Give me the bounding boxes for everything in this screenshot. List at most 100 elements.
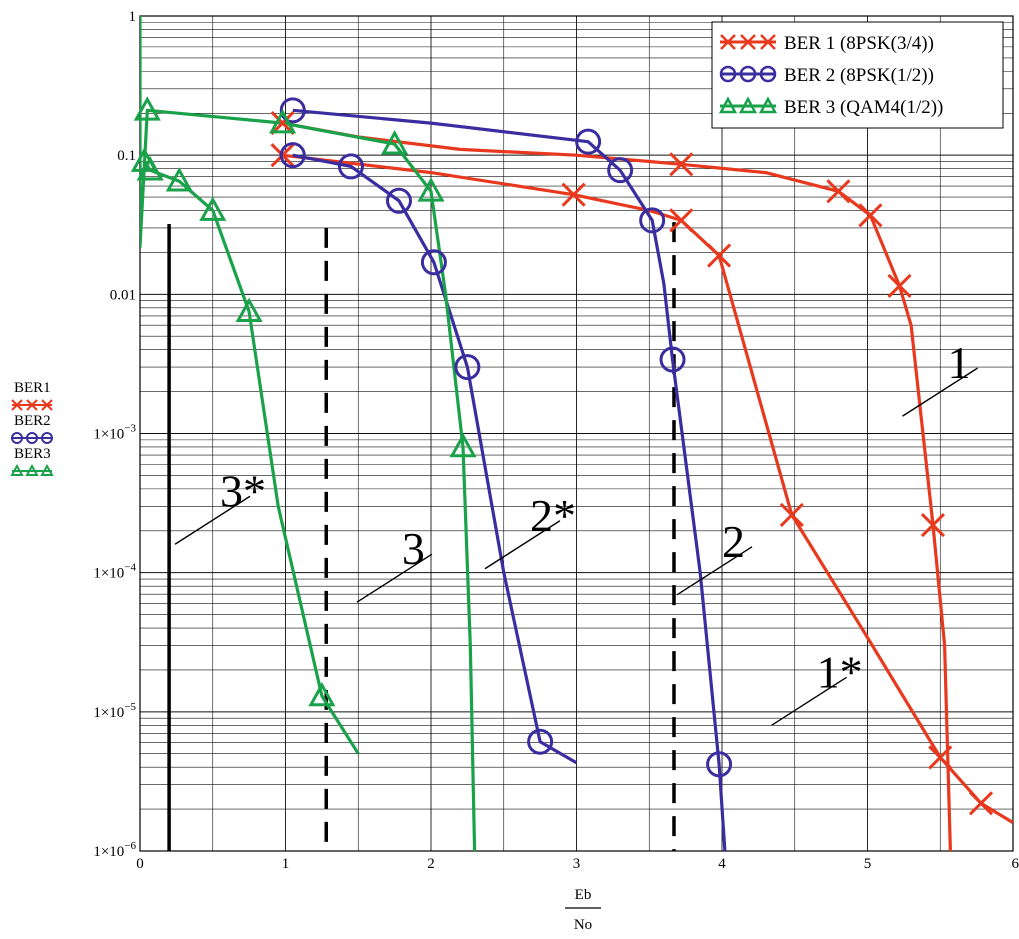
marker-stroke <box>858 203 883 228</box>
curve-label-leader <box>676 546 753 596</box>
reference-lines <box>167 222 676 851</box>
data-point-marker <box>779 502 804 527</box>
marker-stroke <box>920 512 946 538</box>
legend-marker <box>738 96 758 114</box>
data-point-marker <box>706 751 733 778</box>
marker-stroke <box>779 502 804 527</box>
x-tick-label: 2 <box>427 856 435 872</box>
data-point-marker <box>235 297 263 323</box>
side-legend-marker <box>26 432 38 444</box>
data-point-marker <box>920 512 946 538</box>
x-tick-label: 0 <box>136 856 144 872</box>
data-point-marker <box>417 177 445 202</box>
curve-label: 2 <box>722 516 745 567</box>
series-line-6 <box>143 160 360 755</box>
marker-stroke <box>707 243 732 268</box>
data-point-marker <box>381 130 409 155</box>
series-line-4 <box>292 153 578 765</box>
curve-label-leader <box>771 676 847 726</box>
curve-label: 2* <box>530 490 576 541</box>
legend-marker <box>760 34 776 50</box>
side-legend-marker <box>25 463 39 476</box>
data-point-marker <box>659 346 686 373</box>
legend-marker <box>740 34 756 50</box>
data-point-marker <box>527 728 554 755</box>
legend: BER 1 (8PSK(3/4)) BER 2 (8PSK(1/2)) BER 3 … <box>711 21 1004 129</box>
curve-label-leader <box>174 495 251 545</box>
legend-marker <box>720 34 736 50</box>
side-legend-marker <box>11 432 23 444</box>
curve-label: 3* <box>220 465 266 516</box>
side-legend-marker <box>40 463 54 476</box>
x-tick-label: 1 <box>282 856 290 872</box>
marker-stroke <box>928 745 953 770</box>
data-point-marker <box>165 167 193 192</box>
data-point-marker <box>385 187 412 214</box>
x-axis-label: Eb No <box>565 887 601 933</box>
curve-label-leader <box>902 367 978 417</box>
marker-stroke <box>561 182 586 207</box>
data-point-marker <box>420 249 447 276</box>
y-tick-label: 1×10−4 <box>93 562 136 582</box>
legend-marker <box>719 65 737 83</box>
marker-stroke <box>968 791 994 816</box>
side-legend-label: BER2 <box>14 413 51 429</box>
legend-label: BER 2 (8PSK(1/2)) <box>784 65 934 86</box>
curve-annotations: 1 1* 2 2* 3 3* <box>174 337 978 726</box>
y-tick-label: 0.1 <box>117 148 136 164</box>
data-point-marker <box>607 157 634 184</box>
data-point-marker <box>575 128 602 155</box>
data-point-marker <box>279 142 306 169</box>
data-point-marker <box>561 182 586 207</box>
data-point-marker <box>199 196 227 221</box>
legend-marker <box>718 96 738 114</box>
side-legend-marker <box>26 399 38 411</box>
side-legend-marker <box>10 463 24 476</box>
curve-label: 3 <box>402 523 425 574</box>
x-axis-label-top: Eb <box>575 887 592 903</box>
y-tick-label: 1×10−3 <box>93 423 136 443</box>
curve-label-leader <box>484 520 561 570</box>
curve-label: 1 <box>948 337 971 388</box>
legend-marker <box>758 96 778 114</box>
y-tick-label: 1 <box>129 9 137 25</box>
side-legend-marker <box>41 432 53 444</box>
data-point-marker <box>669 208 694 233</box>
marker-stroke <box>669 208 694 233</box>
series-line-3 <box>292 108 727 851</box>
marker-stroke <box>887 273 912 298</box>
marker-stroke <box>669 152 694 177</box>
data-point-marker <box>136 156 164 181</box>
x-tick-label: 6 <box>1012 856 1019 872</box>
curve-label-leader <box>356 553 433 603</box>
data-point-marker <box>133 96 161 121</box>
data-point-marker <box>968 791 994 816</box>
legend-marker <box>759 65 777 83</box>
x-tick-label: 3 <box>573 856 581 872</box>
legend-label: BER 3 (QAM4(1/2)) <box>784 97 943 118</box>
plot-frame <box>139 15 1014 852</box>
x-tick-label: 4 <box>718 856 726 872</box>
data-point-marker <box>449 432 477 458</box>
y-tick-label: 1×10−6 <box>93 840 136 860</box>
side-legend-label: BER3 <box>14 446 51 462</box>
legend-marker <box>739 65 757 83</box>
side-legend: BER1 BER2 BER3 <box>10 380 54 476</box>
data-point-marker <box>858 203 883 228</box>
data-point-marker <box>308 681 336 707</box>
curve-label: 1* <box>817 646 863 697</box>
legend-label: BER 1 (8PSK(3/4)) <box>784 33 934 54</box>
data-point-marker <box>826 179 851 204</box>
y-tick-label: 0.01 <box>110 287 136 303</box>
data-point-marker <box>639 207 666 234</box>
data-point-marker <box>269 109 297 134</box>
x-axis-label-bottom: No <box>574 917 592 933</box>
data-point-marker <box>669 152 694 177</box>
marker-stroke <box>826 179 851 204</box>
side-legend-label: BER1 <box>14 380 51 396</box>
data-point-marker <box>279 97 306 124</box>
markers <box>130 96 994 816</box>
data-point-marker <box>928 745 953 770</box>
side-legend-marker <box>11 399 23 411</box>
